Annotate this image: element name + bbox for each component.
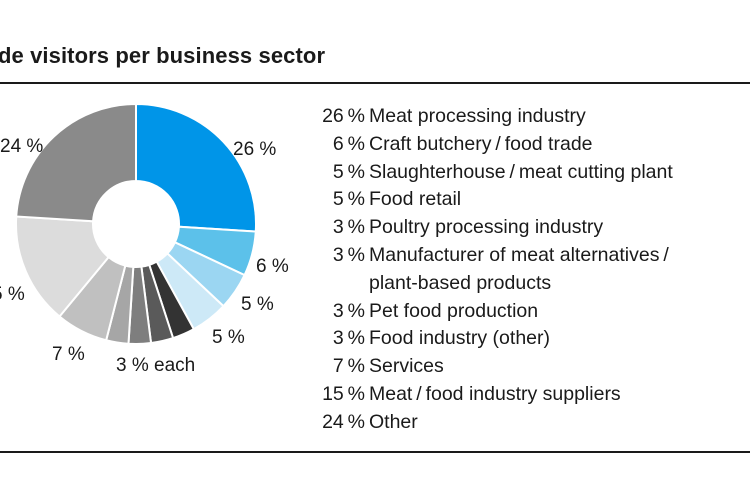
- legend-item: 7 % Services: [300, 353, 740, 381]
- slice-label-services: 7 %: [52, 344, 85, 365]
- legend-item: 3 % Poultry processing industry: [300, 214, 740, 242]
- legend-value: [300, 270, 365, 298]
- legend-value: 24 %: [322, 410, 365, 433]
- legend-item: 3 % Manufacturer of meat alternatives /: [300, 242, 740, 270]
- legend-label: Craft butchery / food trade: [369, 132, 593, 155]
- legend-value: 5 %: [332, 188, 365, 211]
- legend-item: 3 % Pet food production: [300, 298, 740, 326]
- legend-label: Meat / food industry suppliers: [369, 382, 621, 405]
- slice-label-food-retail: 5 %: [212, 327, 245, 348]
- bottom-rule: [0, 451, 750, 453]
- legend-label: Manufacturer of meat alternatives /: [369, 243, 669, 266]
- legend-value: 6 %: [332, 132, 365, 155]
- legend-item: 6 % Craft butchery / food trade: [300, 131, 740, 159]
- legend-label: Food industry (other): [369, 327, 550, 350]
- legend-item: 24 % Other: [300, 409, 740, 437]
- legend-label: Pet food production: [369, 299, 539, 322]
- donut-chart: 26 % 6 % 5 % 5 % 3 % each 7 % 5 % 24 %: [0, 102, 289, 376]
- legend-value: 15 %: [322, 382, 365, 405]
- slice-meat-food-industry-suppliers: [15, 215, 110, 318]
- legend-item: 5 % Slaughterhouse / meat cutting plant: [300, 159, 740, 187]
- legend-value: 7 %: [332, 355, 365, 378]
- slice-label-craft-butchery: 6 %: [256, 256, 289, 277]
- slice-label-slaughterhouse: 5 %: [241, 294, 274, 315]
- legend-label: Slaughterhouse / meat cutting plant: [369, 160, 673, 183]
- slice-label-other: 24 %: [0, 136, 43, 157]
- legend-label: Poultry processing industry: [369, 216, 604, 239]
- legend-item: 3 % Food industry (other): [300, 325, 740, 353]
- legend-item: 26 % Meat processing industry: [300, 103, 740, 131]
- top-rule: [0, 82, 750, 84]
- legend-value: 3 %: [332, 216, 365, 239]
- legend-label: Food retail: [369, 188, 462, 211]
- legend-value: 5 %: [332, 160, 365, 183]
- legend: 26 % Meat processing industry 6 % Craft but…: [300, 103, 740, 437]
- slice-label-meat-processing: 26 %: [233, 139, 276, 160]
- legend-value: 3 %: [332, 243, 365, 266]
- slice-meat-processing-industry: [135, 102, 257, 233]
- slice-label-suppliers: 5 %: [0, 284, 25, 305]
- legend-item: 5 % Food retail: [300, 186, 740, 214]
- legend-label: Other: [369, 410, 418, 433]
- legend-label: Services: [369, 355, 444, 378]
- legend-value: 3 %: [332, 299, 365, 322]
- legend-value: 26 %: [322, 105, 365, 127]
- legend-item: plant-based products: [300, 270, 740, 298]
- legend-label: plant-based products: [369, 271, 552, 294]
- legend-value: 3 %: [332, 327, 365, 350]
- slice-other: [15, 102, 137, 223]
- legend-label: Meat processing industry: [369, 105, 586, 127]
- slice-label-three-each: 3 % each: [116, 355, 195, 376]
- legend-item: 15 % Meat / food industry suppliers: [300, 381, 740, 409]
- chart-title: de visitors per business sector: [0, 43, 326, 68]
